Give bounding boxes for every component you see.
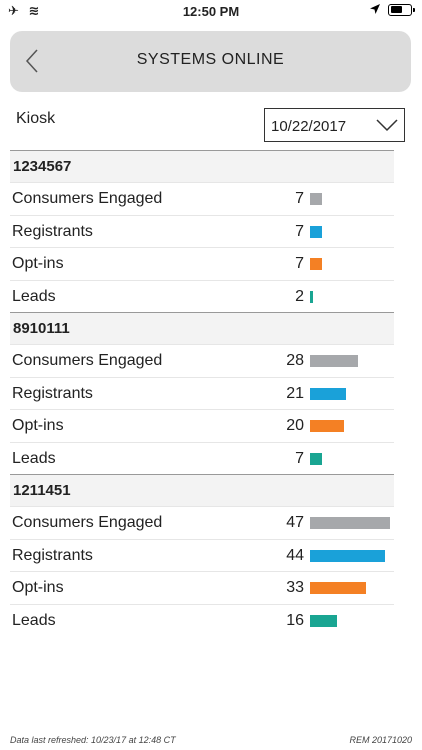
stat-value: 2: [295, 287, 304, 305]
stat-label: Consumers Engaged: [12, 514, 163, 531]
stat-row: Leads 16: [10, 603, 394, 637]
page-title: SYSTEMS ONLINE: [136, 51, 285, 68]
stat-value: 7: [295, 190, 304, 207]
stat-row: Registrants 21: [10, 376, 394, 410]
stat-label: Consumers Engaged: [12, 190, 163, 207]
stat-row: Opt-ins 33: [10, 571, 394, 604]
stat-bar: [310, 549, 385, 562]
stat-row: Consumers Engaged 7: [10, 182, 394, 215]
stat-value: 7: [295, 449, 304, 467]
stat-label: Leads: [12, 287, 56, 305]
stat-label: Leads: [12, 611, 56, 629]
stat-value: 7: [295, 255, 304, 272]
stat-value: 7: [295, 222, 304, 240]
battery-icon: [388, 3, 415, 16]
stat-bar: [310, 387, 346, 400]
stat-bar: [310, 452, 322, 465]
stat-label: Registrants: [12, 546, 93, 564]
stat-row: Registrants 7: [10, 214, 394, 248]
chevron-down-icon: [376, 118, 398, 137]
status-right: [370, 2, 415, 17]
kiosk-group-header: 1234567: [10, 150, 394, 182]
date-dropdown[interactable]: 10/22/2017: [264, 108, 405, 142]
kiosk-label: Kiosk: [16, 110, 56, 127]
location-icon: [370, 2, 380, 17]
stat-value: 47: [286, 514, 304, 531]
kiosk-group-header: 8910111: [10, 312, 394, 344]
stat-row: Leads 2: [10, 279, 394, 313]
stat-row: Consumers Engaged 47: [10, 506, 394, 539]
stat-bar: [310, 290, 313, 303]
status-time: 12:50 PM: [182, 4, 240, 19]
stat-bar: [310, 517, 390, 529]
stat-row: Opt-ins 7: [10, 247, 394, 280]
stat-row: Consumers Engaged 28: [10, 344, 394, 377]
last-refreshed-text: Data last refreshed: 10/23/17 at 12:48 C…: [10, 735, 176, 745]
kiosk-stats-table: 1234567 Consumers Engaged 7 Registrants 7 Opt…: [10, 150, 394, 636]
stat-label: Opt-ins: [12, 255, 64, 272]
stat-bar: [310, 193, 322, 205]
stat-bar: [310, 614, 337, 627]
airplane-wifi-icons: ✈ ≋: [8, 3, 43, 18]
stat-value: 28: [286, 352, 304, 369]
status-bar: ✈ ≋ 12:50 PM: [0, 0, 422, 24]
kiosk-group-header: 1211451: [10, 474, 394, 506]
stat-bar: [310, 420, 344, 432]
version-text: REM 20171020: [349, 735, 412, 745]
stat-row: Opt-ins 20: [10, 409, 394, 442]
nav-header: SYSTEMS ONLINE: [10, 31, 411, 92]
stat-row: Registrants 44: [10, 538, 394, 572]
stat-value: 21: [286, 384, 304, 402]
stat-bar: [310, 258, 322, 270]
stat-value: 33: [286, 579, 304, 596]
stat-value: 16: [286, 611, 304, 629]
stat-label: Leads: [12, 449, 56, 467]
stat-label: Consumers Engaged: [12, 352, 163, 369]
stat-value: 44: [286, 546, 304, 564]
stat-value: 20: [286, 417, 304, 434]
stat-label: Opt-ins: [12, 417, 64, 434]
back-button[interactable]: [14, 43, 50, 79]
stat-label: Opt-ins: [12, 579, 64, 596]
stat-label: Registrants: [12, 384, 93, 402]
stat-bar: [310, 355, 358, 367]
stat-bar: [310, 225, 322, 238]
chevron-left-icon: [25, 49, 38, 73]
date-value: 10/22/2017: [271, 118, 347, 135]
stat-label: Registrants: [12, 222, 93, 240]
stat-bar: [310, 582, 366, 594]
stat-row: Leads 7: [10, 441, 394, 475]
